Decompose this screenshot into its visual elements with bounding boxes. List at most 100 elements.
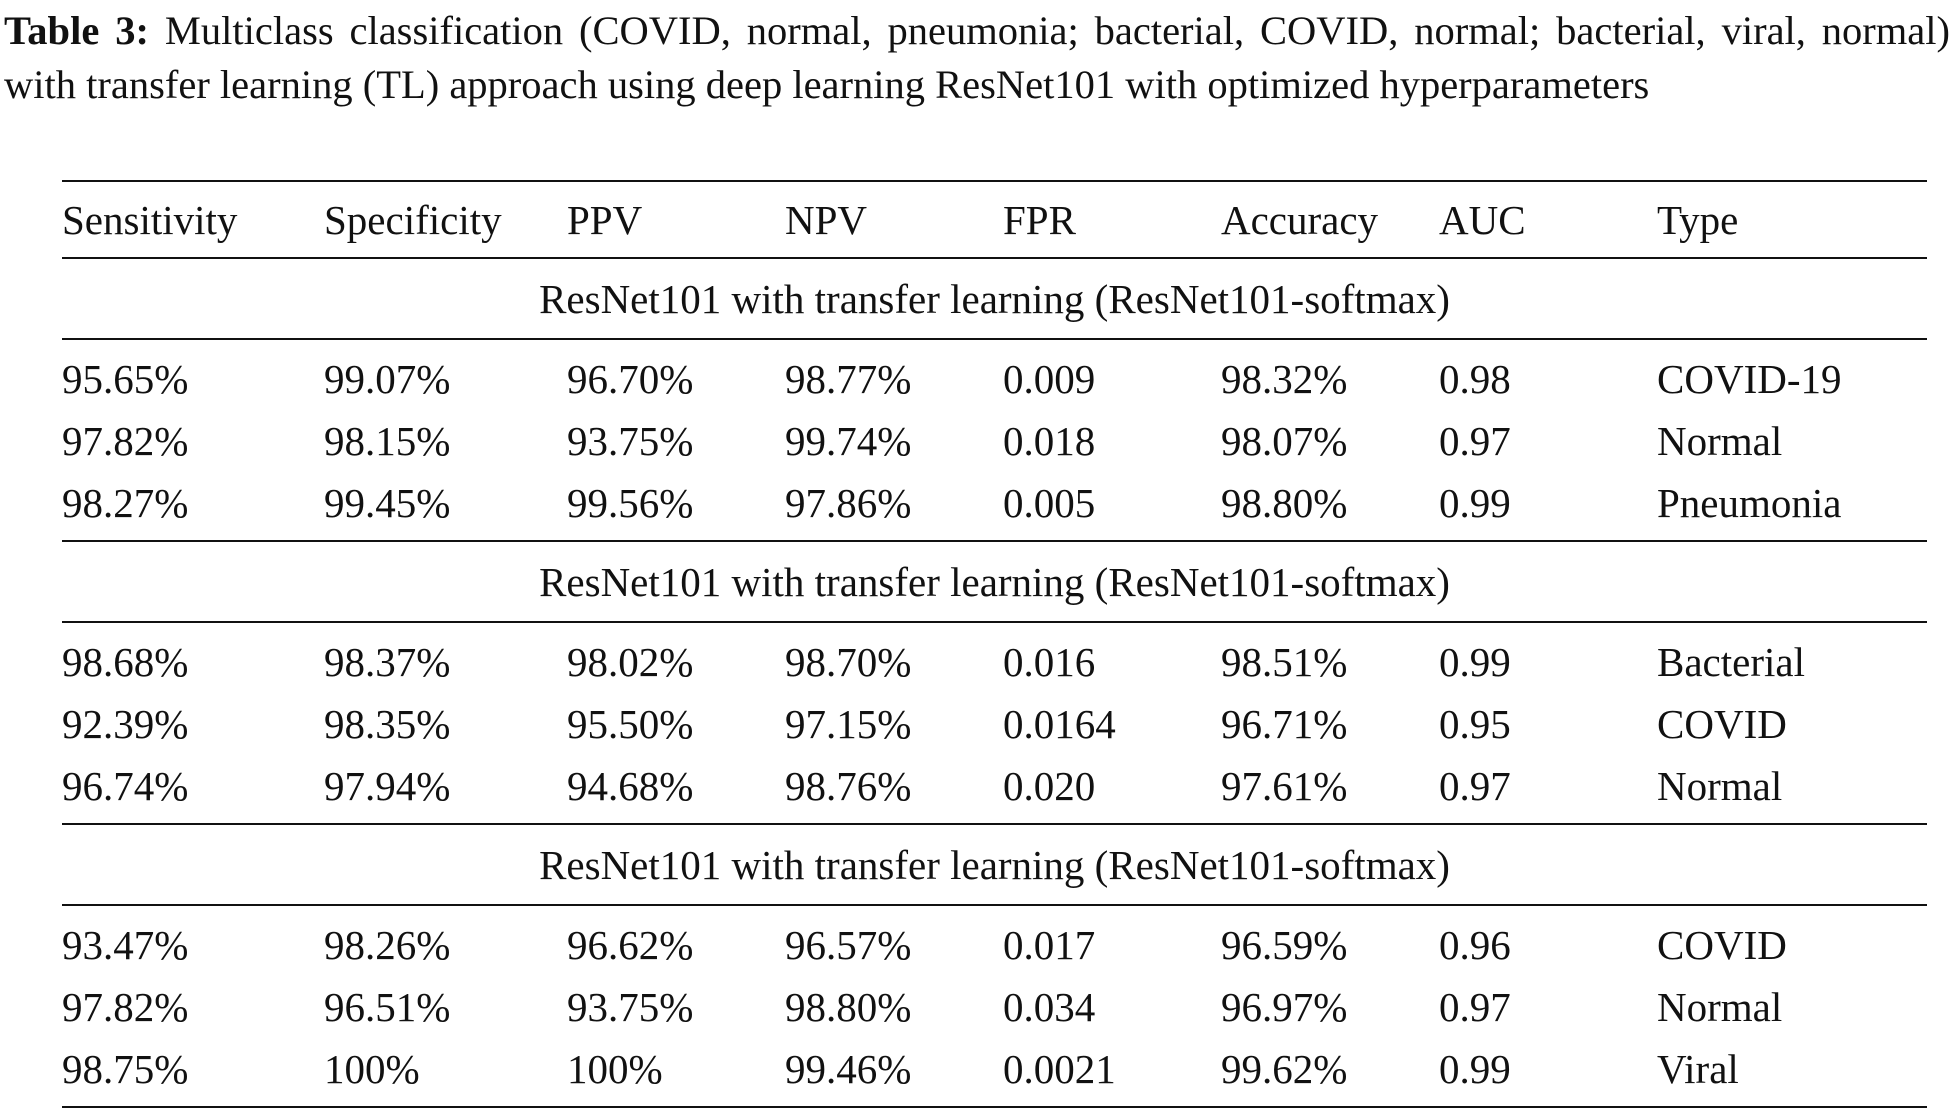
table-row: 95.65% 99.07% 96.70% 98.77% 0.009 98.32% 0.98 C… xyxy=(62,339,1927,410)
table-body: ResNet101 with transfer learning (ResNet… xyxy=(62,258,1927,1108)
caption-label: Table 3: xyxy=(4,8,149,53)
cell-type: Pneumonia xyxy=(1657,472,1927,542)
cell-type: Normal xyxy=(1657,418,1783,464)
cell-accuracy: 98.32% xyxy=(1221,356,1348,402)
table-row: 96.74% 97.94% 94.68% 98.76% 0.020 97.61% 0.97 N… xyxy=(62,755,1927,825)
cell-sensitivity: 98.27% xyxy=(62,472,324,542)
cell-accuracy: 98.80% xyxy=(1221,472,1439,542)
cell-npv: 97.15% xyxy=(785,701,912,747)
section-heading-row: ResNet101 with transfer learning (ResNet… xyxy=(62,824,1927,906)
header-ppv: PPV xyxy=(567,180,785,259)
cell-fpr: 0.020 xyxy=(1003,755,1221,825)
cell-sensitivity: 92.39% xyxy=(62,701,189,747)
cell-auc: 0.98 xyxy=(1439,356,1511,402)
header-auc: AUC xyxy=(1439,180,1657,259)
cell-ppv: 98.02% xyxy=(567,639,694,685)
table-row: 92.39% 98.35% 95.50% 97.15% 0.0164 96.71% 0.95… xyxy=(62,693,1927,755)
cell-npv: 98.70% xyxy=(785,639,912,685)
cell-accuracy: 97.61% xyxy=(1221,755,1439,825)
section-heading-row: ResNet101 with transfer learning (ResNet… xyxy=(62,541,1927,623)
cell-npv: 96.57% xyxy=(785,922,912,968)
caption-text: Multiclass classification (COVID, normal… xyxy=(4,8,1951,107)
cell-ppv: 94.68% xyxy=(567,755,785,825)
table-row: 93.47% 98.26% 96.62% 96.57% 0.017 96.59% 0.96 C… xyxy=(62,905,1927,976)
cell-fpr: 0.016 xyxy=(1003,639,1096,685)
cell-sensitivity: 98.68% xyxy=(62,639,189,685)
cell-auc: 0.97 xyxy=(1439,755,1657,825)
cell-ppv: 96.62% xyxy=(567,922,694,968)
cell-fpr: 0.005 xyxy=(1003,472,1221,542)
cell-sensitivity: 93.47% xyxy=(62,922,189,968)
cell-npv: 99.74% xyxy=(785,418,912,464)
header-fpr: FPR xyxy=(1003,180,1221,259)
cell-fpr: 0.0021 xyxy=(1003,1038,1221,1108)
cell-ppv: 96.70% xyxy=(567,356,694,402)
cell-ppv: 95.50% xyxy=(567,701,694,747)
cell-accuracy: 98.51% xyxy=(1221,639,1348,685)
cell-sensitivity: 98.75% xyxy=(62,1038,324,1108)
header-npv: NPV xyxy=(785,180,1003,259)
cell-accuracy: 96.71% xyxy=(1221,701,1348,747)
cell-ppv: 93.75% xyxy=(567,984,694,1030)
cell-type: COVID-19 xyxy=(1657,356,1842,402)
cell-type: Viral xyxy=(1657,1038,1927,1108)
results-table: Sensitivity Specificity PPV NPV FPR Accu… xyxy=(62,180,1927,1108)
cell-fpr: 0.018 xyxy=(1003,418,1096,464)
cell-npv: 97.86% xyxy=(785,472,1003,542)
cell-npv: 98.77% xyxy=(785,356,912,402)
cell-npv: 98.80% xyxy=(785,984,912,1030)
cell-ppv: 93.75% xyxy=(567,418,694,464)
section-heading: ResNet101 with transfer learning (ResNet… xyxy=(62,258,1927,340)
cell-accuracy: 98.07% xyxy=(1221,418,1348,464)
cell-auc: 0.99 xyxy=(1439,639,1511,685)
table-row: 97.82% 98.15% 93.75% 99.74% 0.018 98.07% 0.97 N… xyxy=(62,410,1927,472)
cell-fpr: 0.009 xyxy=(1003,356,1096,402)
header-accuracy: Accuracy xyxy=(1221,180,1439,259)
cell-auc: 0.97 xyxy=(1439,418,1511,464)
cell-specificity: 100% xyxy=(324,1038,567,1108)
table-row: 98.68% 98.37% 98.02% 98.70% 0.016 98.51% 0.99 B… xyxy=(62,622,1927,693)
cell-sensitivity: 96.74% xyxy=(62,755,324,825)
section-heading: ResNet101 with transfer learning (ResNet… xyxy=(62,541,1927,623)
header-specificity: Specificity xyxy=(324,180,567,259)
cell-type: COVID xyxy=(1657,922,1787,968)
cell-specificity: 98.15% xyxy=(324,418,451,464)
cell-fpr: 0.017 xyxy=(1003,922,1096,968)
cell-accuracy: 96.59% xyxy=(1221,922,1348,968)
cell-type: COVID xyxy=(1657,701,1787,747)
cell-auc: 0.97 xyxy=(1439,984,1511,1030)
cell-sensitivity: 95.65% xyxy=(62,356,189,402)
cell-fpr: 0.0164 xyxy=(1003,701,1116,747)
cell-auc: 0.96 xyxy=(1439,922,1511,968)
cell-specificity: 98.26% xyxy=(324,922,451,968)
cell-fpr: 0.034 xyxy=(1003,984,1096,1030)
cell-type: Normal xyxy=(1657,984,1783,1030)
cell-specificity: 98.35% xyxy=(324,701,451,747)
cell-specificity: 97.94% xyxy=(324,755,567,825)
cell-type: Bacterial xyxy=(1657,639,1805,685)
header-row: Sensitivity Specificity PPV NPV FPR Accu… xyxy=(62,180,1927,259)
cell-ppv: 100% xyxy=(567,1038,785,1108)
cell-accuracy: 99.62% xyxy=(1221,1038,1439,1108)
table-row: 98.27% 99.45% 99.56% 97.86% 0.005 98.80% 0.99 P… xyxy=(62,472,1927,542)
header-sensitivity: Sensitivity xyxy=(62,180,324,259)
table-caption: Table 3: Multiclass classification (COVI… xyxy=(4,4,1950,112)
section-heading-row: ResNet101 with transfer learning (ResNet… xyxy=(62,258,1927,340)
cell-specificity: 96.51% xyxy=(324,984,451,1030)
header-type: Type xyxy=(1657,180,1927,259)
cell-ppv: 99.56% xyxy=(567,472,785,542)
cell-specificity: 99.45% xyxy=(324,472,567,542)
cell-npv: 99.46% xyxy=(785,1038,1003,1108)
cell-auc: 0.99 xyxy=(1439,1038,1657,1108)
cell-accuracy: 96.97% xyxy=(1221,984,1348,1030)
cell-sensitivity: 97.82% xyxy=(62,418,189,464)
cell-auc: 0.95 xyxy=(1439,701,1511,747)
cell-auc: 0.99 xyxy=(1439,472,1657,542)
table-row: 97.82% 96.51% 93.75% 98.80% 0.034 96.97% 0.97 N… xyxy=(62,976,1927,1038)
cell-sensitivity: 97.82% xyxy=(62,984,189,1030)
cell-specificity: 99.07% xyxy=(324,356,451,402)
section-heading: ResNet101 with transfer learning (ResNet… xyxy=(62,824,1927,906)
cell-specificity: 98.37% xyxy=(324,639,451,685)
table-row: 98.75% 100% 100% 99.46% 0.0021 99.62% 0.99 Vira… xyxy=(62,1038,1927,1108)
cell-npv: 98.76% xyxy=(785,755,1003,825)
